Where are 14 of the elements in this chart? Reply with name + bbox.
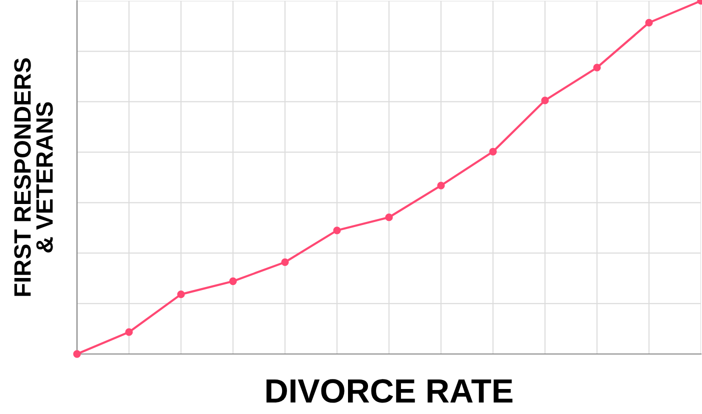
x-axis-title: DIVORCE RATE — [266, 379, 512, 403]
y-axis-title: FIRST RESPONDERS & VETERANS — [14, 58, 53, 296]
point — [437, 182, 445, 190]
point — [333, 226, 341, 234]
point — [593, 64, 601, 72]
point — [73, 350, 81, 358]
point — [177, 290, 185, 298]
point — [489, 148, 497, 156]
point — [229, 277, 237, 286]
point — [385, 214, 393, 222]
point — [281, 258, 289, 266]
point — [541, 96, 549, 104]
point — [125, 328, 133, 336]
point — [645, 18, 653, 27]
